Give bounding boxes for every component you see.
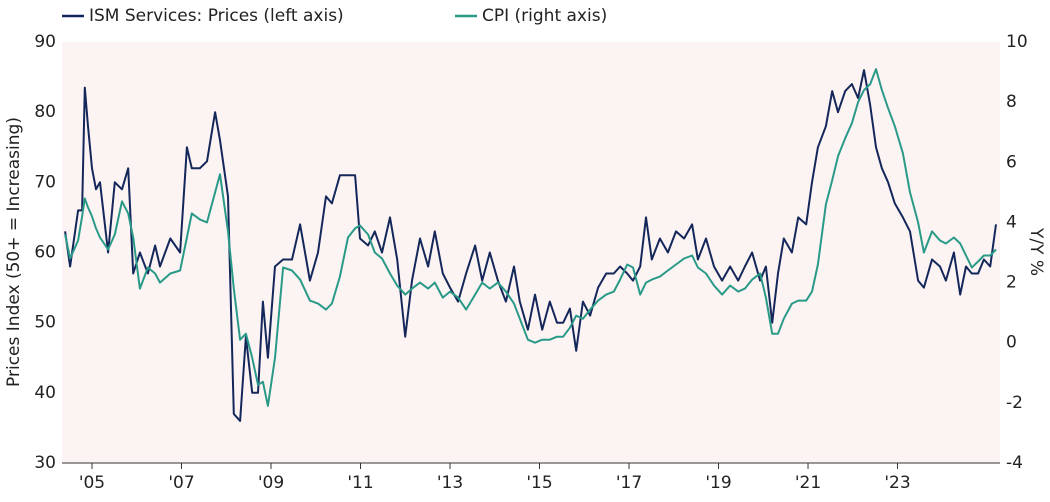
x-tick-label: '21 [795,473,821,493]
y2-axis-title: Y/Y % [1026,227,1046,276]
x-tick-label: '23 [884,473,910,493]
series-line [64,68,997,407]
x-tick-label: '17 [616,473,642,493]
y-tick-label: 60 [34,243,56,263]
x-tick-label: '07 [168,473,194,493]
y2-tick-label: 2 [1006,273,1017,293]
legend-label: ISM Services: Prices (left axis) [89,6,344,26]
y2-tick-label: -4 [1006,453,1023,473]
x-tick-label: '11 [347,473,373,493]
series-line [64,69,997,422]
x-tick-label: '19 [705,473,731,493]
y-tick-label: 40 [34,383,56,403]
y-tick-label: 80 [34,102,56,122]
x-tick-label: '15 [526,473,552,493]
y-tick-label: 30 [34,453,56,473]
plot-background [62,42,1000,463]
y-axis-title: Prices Index (50+ = Increasing) [4,117,24,387]
y-tick-label: 90 [34,32,56,52]
y2-tick-label: 4 [1006,212,1017,232]
y2-tick-label: 8 [1006,92,1017,112]
y2-tick-label: 10 [1006,32,1028,52]
x-tick-label: '13 [437,473,463,493]
y-tick-label: 70 [34,172,56,192]
x-tick-label: '09 [258,473,284,493]
y-tick-label: 50 [34,313,56,333]
legend-label: CPI (right axis) [482,6,607,26]
y2-tick-label: 6 [1006,152,1017,172]
x-tick-label: '05 [79,473,105,493]
y2-tick-label: -2 [1006,393,1023,413]
y2-tick-label: 0 [1006,333,1017,353]
